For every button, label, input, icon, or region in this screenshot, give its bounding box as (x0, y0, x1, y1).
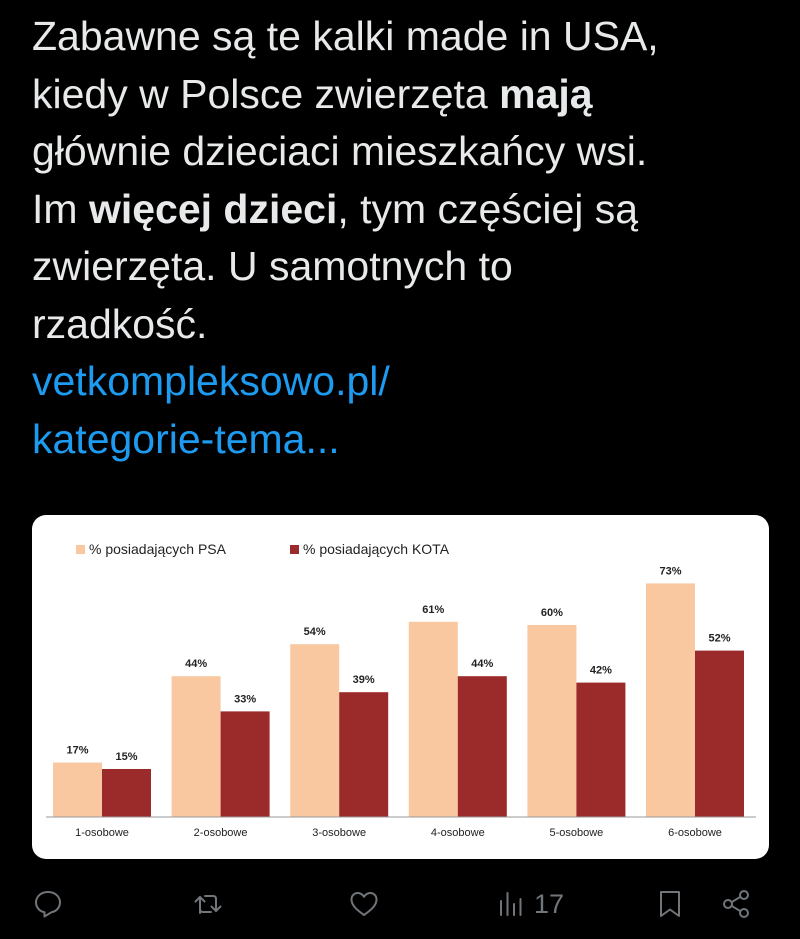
bookmark-icon (660, 891, 680, 917)
legend-swatch (290, 545, 299, 554)
share-icon (723, 890, 749, 918)
tweet-line: Zabawne są te kalki made in USA, (32, 8, 772, 66)
bar-data-label: 52% (708, 633, 730, 645)
reply-button[interactable] (32, 884, 64, 924)
legend-label: % posiadających PSA (89, 541, 227, 557)
bar-data-label: 44% (185, 658, 207, 670)
bar-data-label: 54% (304, 626, 326, 638)
views-icon (500, 892, 522, 916)
tweet-bold-text: więcej dzieci (88, 185, 338, 232)
bar-data-label: 33% (234, 693, 256, 705)
tweet-text-segment: kiedy w Polsce zwierzęta (32, 70, 500, 117)
tweet-line: kiedy w Polsce zwierzęta mają (32, 66, 772, 124)
bar-kota (339, 692, 389, 817)
tweet-link[interactable]: vetkompleksowo.pl/ (32, 353, 772, 411)
bar-kota (102, 769, 151, 817)
bar-psa (646, 583, 695, 817)
bar-kota (576, 682, 626, 817)
tweet-line: zwierzęta. U samotnych to (32, 238, 772, 296)
x-tick-label: 2-osobowe (194, 827, 248, 839)
bar-psa (408, 621, 458, 817)
tweet-line: rzadkość. (32, 296, 772, 354)
tweet-text-segment: Zabawne są te kalki made in USA, (32, 13, 659, 59)
tweet-text-segment: rzadkość. (32, 300, 208, 347)
bar-data-label: 42% (590, 665, 612, 677)
tweet-media-image[interactable]: % posiadających PSA% posiadających KOTA … (32, 515, 769, 859)
chart-data-labels: 17% 15% 44% 33% 54% 39% 61% 44% 60% 42% 73% 52% (66, 565, 730, 763)
tweet-text-segment: , tym częściej są (337, 185, 639, 232)
bar-data-label: 61% (422, 604, 444, 616)
tweet-line: głównie dzieciaci mieszkańcy wsi. (32, 123, 772, 181)
x-tick-label: 1-osobowe (75, 827, 129, 839)
bar-data-label: 17% (66, 745, 88, 757)
chart-x-tick-labels: 1-osobowe 2-osobowe 3-osobowe 4-osobowe 5-os… (75, 827, 722, 839)
x-tick-label: 3-osobowe (312, 827, 366, 839)
tweet-line: Im więcej dzieci, tym częściej są (32, 181, 772, 239)
like-button[interactable] (348, 884, 380, 924)
bar-psa (171, 676, 221, 817)
tweet-link-text[interactable]: kategorie-tema... (32, 415, 340, 462)
legend-label: % posiadających KOTA (303, 541, 450, 557)
chart-bars (53, 583, 744, 817)
tweet-link-text[interactable]: vetkompleksowo.pl/ (32, 358, 390, 404)
bookmark-button[interactable] (654, 884, 686, 924)
bar-kota (457, 676, 507, 817)
bar-data-label: 44% (471, 658, 493, 670)
views-button[interactable]: 17 (496, 884, 564, 924)
retweet-icon (194, 895, 222, 914)
retweet-button[interactable] (192, 884, 224, 924)
legend-swatch (76, 545, 85, 554)
tweet-text-segment: zwierzęta. U samotnych to (32, 243, 513, 289)
tweet-link[interactable]: kategorie-tema... (32, 411, 772, 469)
tweet-bold-text: mają (499, 70, 593, 117)
tweet-text-segment: Im (32, 185, 89, 232)
share-button[interactable] (720, 884, 752, 924)
views-count: 17 (534, 888, 565, 919)
bar-kota (220, 711, 270, 817)
bar-kota (695, 650, 744, 817)
reply-icon (35, 891, 61, 918)
bar-data-label: 39% (353, 674, 375, 686)
bar-psa (53, 762, 102, 817)
bar-data-label: 73% (659, 565, 681, 577)
heart-icon (350, 892, 378, 916)
x-tick-label: 4-osobowe (431, 827, 485, 839)
x-tick-label: 6-osobowe (668, 827, 722, 839)
bar-chart: % posiadających PSA% posiadających KOTA … (46, 541, 756, 839)
x-tick-label: 5-osobowe (549, 827, 603, 839)
bar-data-label: 60% (541, 607, 563, 619)
chart-legend: % posiadających PSA % posiadających KOTA (76, 541, 450, 557)
tweet-action-bar: 17 (0, 870, 800, 939)
tweet-text: Zabawne są te kalki made in USA, kiedy w… (32, 8, 772, 468)
bar-data-label: 15% (115, 751, 137, 763)
bar-psa (527, 625, 577, 817)
bar-psa (290, 644, 340, 817)
tweet-text-segment: głównie dzieciaci mieszkańcy wsi. (32, 128, 648, 174)
